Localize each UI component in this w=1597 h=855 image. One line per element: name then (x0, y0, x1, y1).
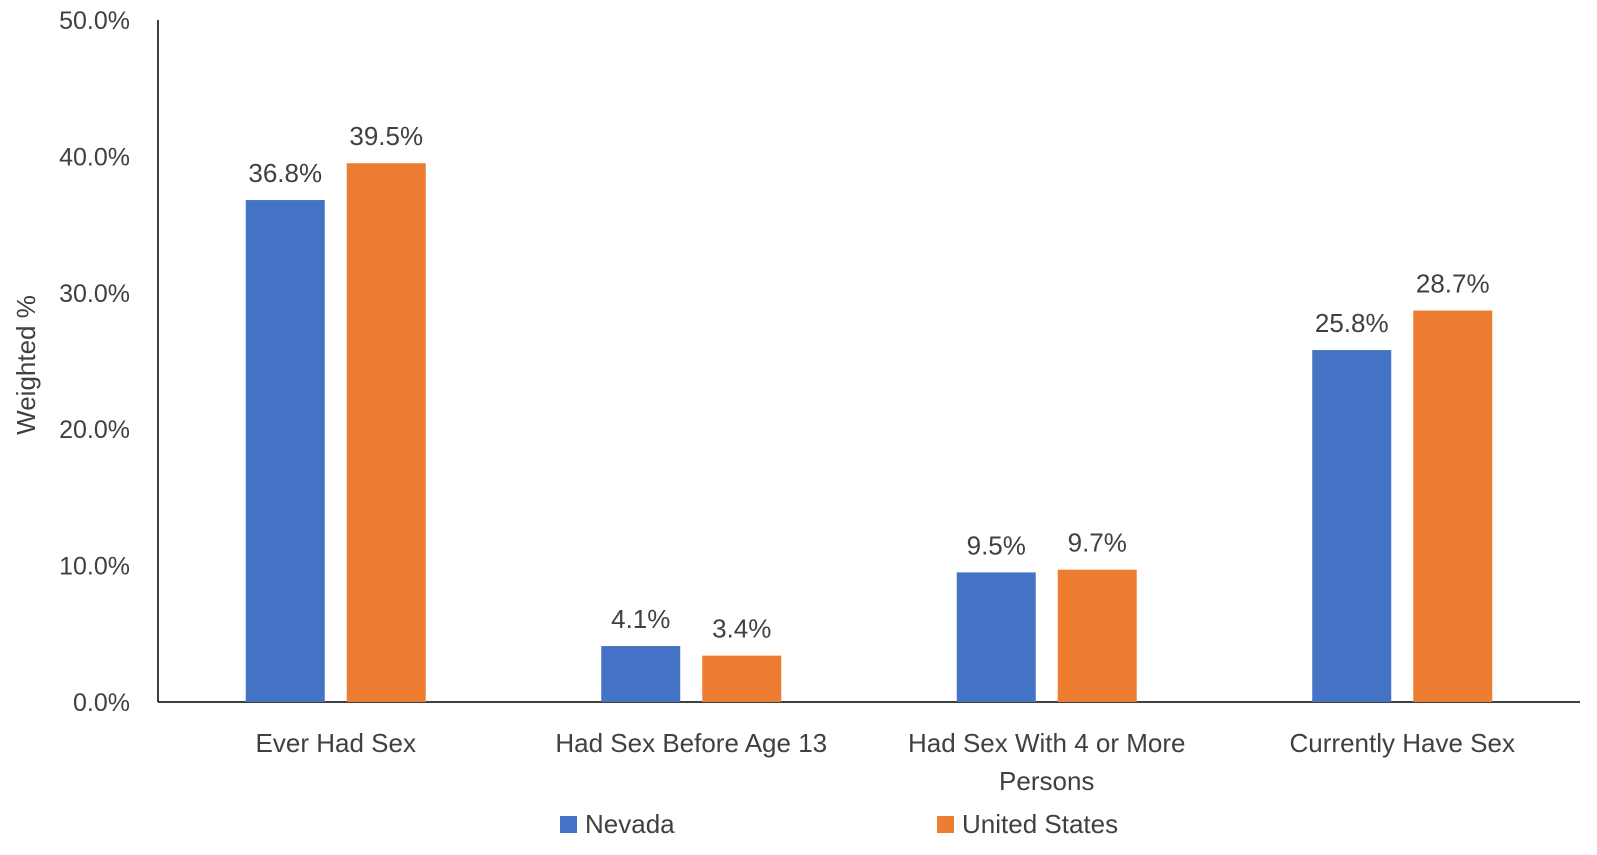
legend-swatch (937, 816, 954, 833)
data-labels: 36.8% 4.1% 9.5% 25.8% 39.5% 3.4% 9.7% 28.7% (248, 121, 1489, 643)
data-label: 25.8% (1315, 308, 1389, 338)
y-tick-label: 20.0% (59, 416, 130, 444)
data-label: 9.7% (1068, 528, 1127, 558)
y-tick-label: 30.0% (59, 280, 130, 308)
bar (601, 646, 681, 702)
y-tick-label: 50.0% (59, 7, 130, 35)
bar (346, 163, 426, 703)
bar (1312, 350, 1392, 702)
y-axis-title: Weighted % (11, 295, 41, 435)
legend-swatch (560, 816, 577, 833)
bar (702, 655, 782, 702)
bar (1057, 569, 1137, 702)
data-label: 9.5% (967, 530, 1026, 560)
data-label: 4.1% (611, 604, 670, 634)
category-label: Currently Have Sex (1290, 728, 1515, 758)
bar (1413, 310, 1493, 702)
y-axis: 0.0% 10.0% 20.0% 30.0% 40.0% 50.0% (59, 7, 159, 717)
legend-label: United States (962, 809, 1118, 839)
legend: Nevada United States (560, 809, 1118, 839)
bars (245, 163, 1493, 703)
bar (956, 572, 1036, 702)
category-label: Ever Had Sex (256, 728, 416, 758)
y-tick-label: 10.0% (59, 553, 130, 581)
category-label: Had Sex With 4 or More Persons (908, 728, 1185, 796)
data-label: 3.4% (712, 614, 771, 644)
y-tick-label: 0.0% (73, 689, 130, 717)
bar (245, 200, 325, 702)
data-label: 36.8% (248, 158, 322, 188)
data-label: 39.5% (349, 121, 423, 151)
category-label: Had Sex Before Age 13 (555, 728, 827, 758)
legend-label: Nevada (585, 809, 675, 839)
category-labels: Ever Had Sex Had Sex Before Age 13 Had Sex… (256, 728, 1515, 796)
data-label: 28.7% (1416, 269, 1490, 299)
y-tick-label: 40.0% (59, 143, 130, 171)
